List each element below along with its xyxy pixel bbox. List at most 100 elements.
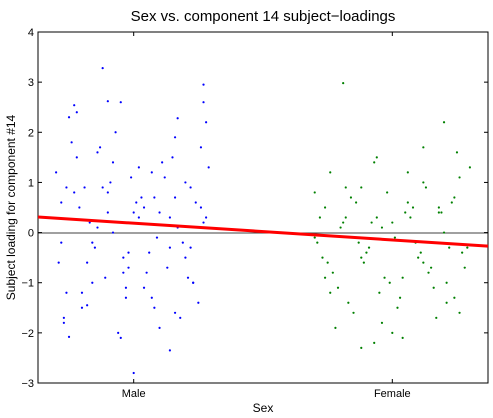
data-point xyxy=(88,221,91,224)
y-tick-label: 3 xyxy=(28,77,34,89)
data-point xyxy=(458,311,461,314)
data-point xyxy=(117,331,120,334)
trend-line xyxy=(37,215,489,248)
data-point xyxy=(316,241,319,244)
data-point xyxy=(419,251,422,254)
data-point xyxy=(360,256,363,259)
data-point xyxy=(150,296,153,299)
data-point xyxy=(339,226,342,229)
data-point xyxy=(161,161,164,164)
data-point xyxy=(347,301,350,304)
data-point xyxy=(192,281,195,284)
data-point xyxy=(137,216,140,219)
data-point xyxy=(334,326,337,329)
data-point xyxy=(155,236,159,239)
data-point xyxy=(321,256,324,259)
data-point xyxy=(186,276,190,279)
data-point xyxy=(326,261,329,264)
data-point xyxy=(106,191,109,194)
data-point xyxy=(168,349,171,352)
data-point xyxy=(96,151,99,154)
data-point xyxy=(75,156,78,159)
data-point xyxy=(432,286,435,289)
data-point xyxy=(67,116,71,119)
data-point xyxy=(435,316,438,319)
data-point xyxy=(458,176,461,179)
data-point xyxy=(378,291,381,294)
data-point xyxy=(145,271,148,274)
data-point xyxy=(199,206,203,209)
data-point xyxy=(173,311,177,314)
chart-title: Sex vs. component 14 subject−loadings xyxy=(131,8,396,25)
data-point xyxy=(179,316,182,319)
data-point xyxy=(86,261,89,264)
data-point xyxy=(62,321,65,324)
data-point xyxy=(422,181,425,184)
data-point xyxy=(60,201,63,204)
data-point xyxy=(119,101,122,104)
data-point xyxy=(93,246,96,249)
data-point xyxy=(380,226,384,229)
data-point xyxy=(445,281,448,284)
data-point xyxy=(124,296,128,299)
data-point xyxy=(65,186,68,189)
data-point xyxy=(104,276,107,279)
y-tick-label: −2 xyxy=(21,328,34,340)
data-point xyxy=(184,256,187,259)
data-point xyxy=(80,306,84,309)
data-point xyxy=(132,371,135,375)
data-point xyxy=(375,216,378,219)
data-point xyxy=(375,156,378,159)
data-point xyxy=(440,211,443,214)
data-point xyxy=(349,196,353,199)
data-point xyxy=(142,206,146,209)
data-point xyxy=(114,131,117,134)
data-point xyxy=(360,346,363,349)
data-point xyxy=(205,216,208,219)
data-point xyxy=(360,186,363,189)
data-point xyxy=(101,67,104,70)
y-tick-label: 4 xyxy=(28,27,34,39)
data-point xyxy=(127,251,130,254)
data-point xyxy=(80,291,84,294)
data-point xyxy=(205,121,208,124)
data-point xyxy=(55,171,58,174)
data-point xyxy=(406,171,409,174)
data-point xyxy=(189,186,192,189)
data-point xyxy=(202,221,205,224)
data-point xyxy=(202,101,205,104)
data-point xyxy=(344,216,347,219)
plot-frame xyxy=(37,31,489,384)
data-point xyxy=(427,271,430,274)
data-point xyxy=(199,146,203,149)
data-point xyxy=(142,286,146,289)
x-tick-label: Female xyxy=(374,388,411,400)
data-point xyxy=(166,266,169,269)
data-point xyxy=(466,246,469,249)
data-point xyxy=(106,211,109,214)
data-point xyxy=(386,191,389,194)
data-point xyxy=(189,246,192,249)
data-points xyxy=(55,67,471,375)
data-point xyxy=(365,251,368,254)
data-point xyxy=(373,161,376,164)
data-point xyxy=(127,266,130,269)
data-point xyxy=(461,251,464,254)
data-point xyxy=(409,216,412,219)
data-point xyxy=(442,231,446,234)
data-point xyxy=(119,336,122,339)
y-tick-label: −3 xyxy=(21,378,34,390)
data-point xyxy=(391,221,394,224)
data-point xyxy=(336,286,340,289)
data-point xyxy=(173,196,177,199)
data-point xyxy=(422,261,425,264)
data-point xyxy=(124,286,128,289)
data-point xyxy=(398,296,402,299)
data-point xyxy=(331,271,334,274)
data-point xyxy=(362,261,365,264)
data-point xyxy=(370,221,373,224)
data-point xyxy=(329,291,332,294)
x-axis: Male Female xyxy=(122,32,411,400)
data-point xyxy=(184,181,187,184)
